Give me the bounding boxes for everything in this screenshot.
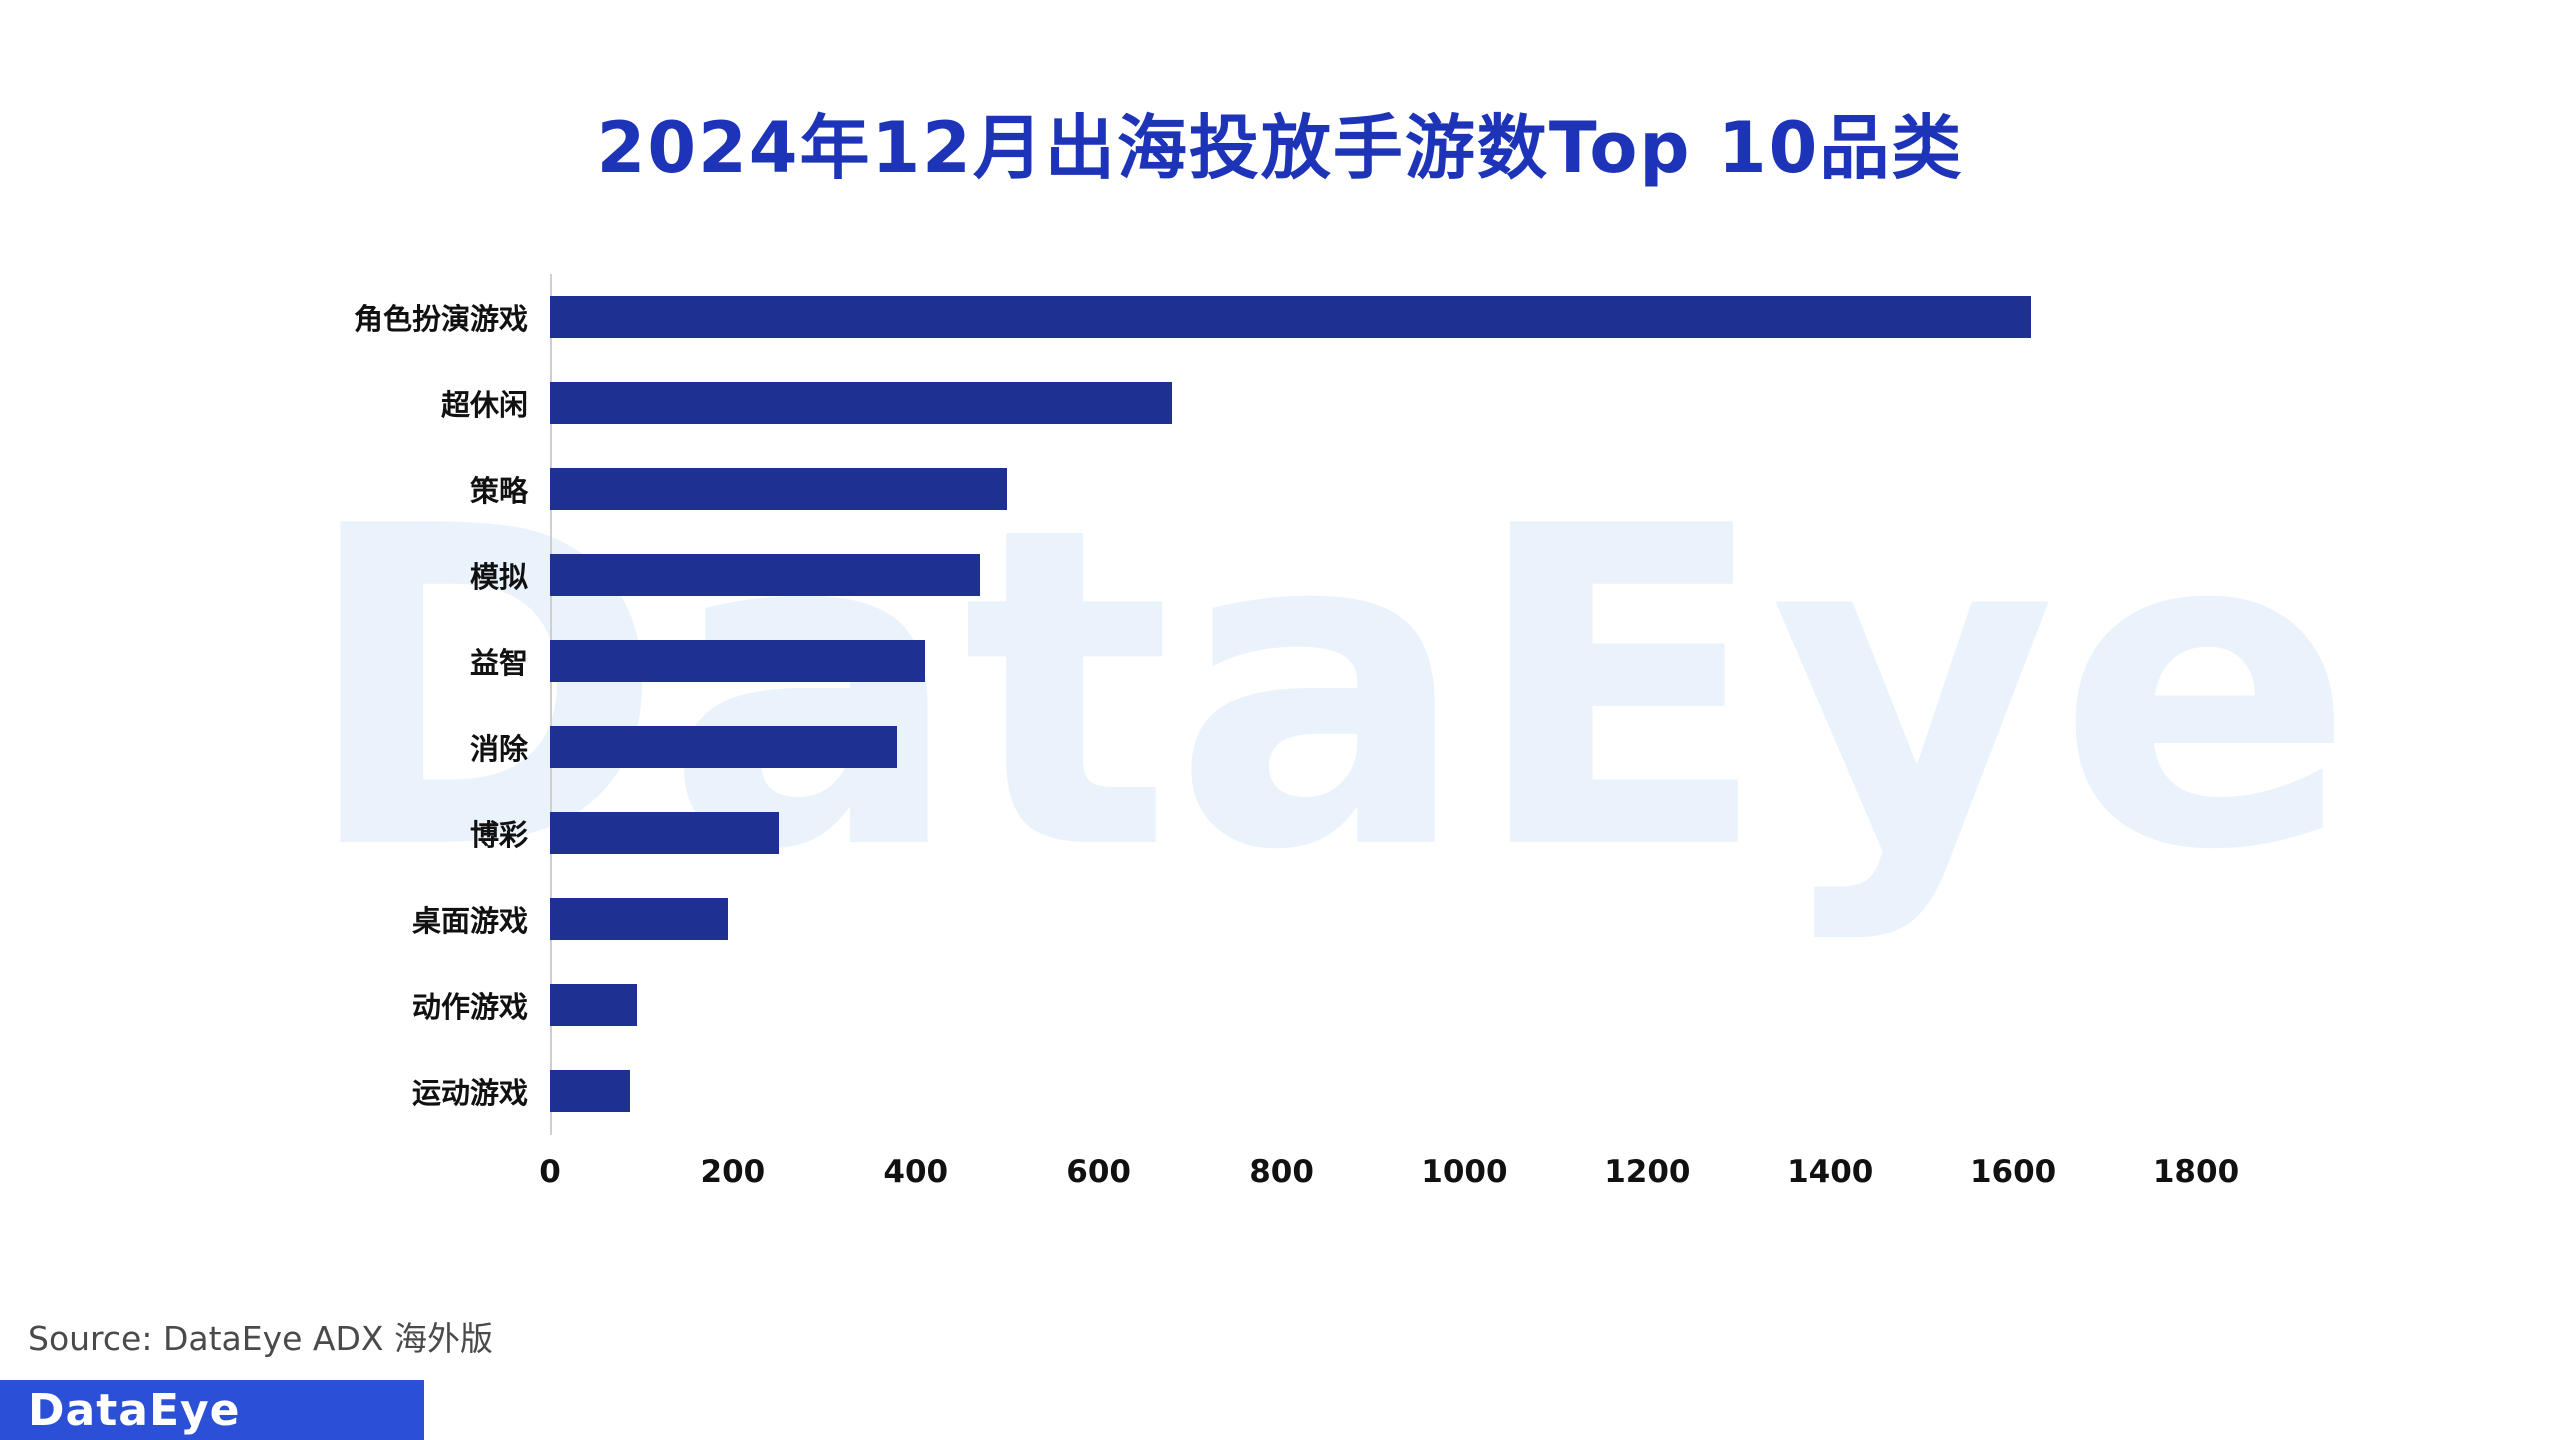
bar [550, 898, 729, 940]
bar-row: 消除 [0, 704, 2560, 790]
source-text: Source: DataEye ADX 海外版 [28, 1319, 493, 1358]
bar-chart: 角色扮演游戏超休闲策略模拟益智消除博彩桌面游戏动作游戏运动游戏 0 200 400 6… [0, 274, 2560, 1190]
bar [550, 984, 637, 1026]
bar-row: 桌面游戏 [0, 876, 2560, 962]
category-label: 动作游戏 [411, 990, 528, 1024]
dataeye-logo-strip: DataEye [0, 1380, 424, 1440]
x-tick-label: 1000 [1421, 1154, 1508, 1190]
category-label: 模拟 [469, 560, 528, 594]
x-tick-label: 1800 [2152, 1154, 2240, 1190]
bar-row: 运动游戏 [0, 1048, 2560, 1134]
bar [550, 554, 980, 596]
dataeye-logo: DataEye [28, 1384, 241, 1436]
x-tick-label: 1600 [1969, 1154, 2057, 1190]
category-label: 策略 [469, 474, 528, 508]
bar-row: 模拟 [0, 532, 2560, 618]
bar [550, 640, 925, 682]
bar [550, 468, 1008, 510]
bar-row: 动作游戏 [0, 962, 2560, 1048]
bar [550, 382, 1172, 424]
x-tick-label: 600 [1066, 1154, 1132, 1190]
x-axis-tick-labels: 0 200 400 600 800 1000 1200 1400 1600 1800 [0, 1154, 2560, 1204]
x-tick-label: 400 [883, 1154, 949, 1190]
category-label: 消除 [469, 732, 528, 766]
category-label: 角色扮演游戏 [353, 302, 528, 336]
category-label: 博彩 [469, 818, 528, 852]
x-tick-label: 200 [700, 1154, 766, 1190]
y-axis-line [550, 274, 552, 1135]
bar-row: 益智 [0, 618, 2560, 704]
category-label: 桌面游戏 [411, 904, 528, 938]
bar [550, 1070, 631, 1112]
bar-row: 超休闲 [0, 360, 2560, 446]
chart-title: 2024年12月出海投放手游数Top 10品类 [596, 107, 1964, 189]
x-tick-label: 1400 [1787, 1154, 1874, 1190]
x-tick-label: 0 [539, 1154, 561, 1190]
bar [550, 296, 2032, 338]
category-label: 益智 [469, 646, 528, 680]
category-label: 超休闲 [440, 388, 528, 422]
bar-row: 博彩 [0, 790, 2560, 876]
bar-row: 策略 [0, 446, 2560, 532]
bar [550, 812, 779, 854]
bar-row: 角色扮演游戏 [0, 274, 2560, 360]
x-tick-label: 800 [1249, 1154, 1314, 1190]
bar-rows: 角色扮演游戏超休闲策略模拟益智消除博彩桌面游戏动作游戏运动游戏 [0, 274, 2560, 1134]
bar [550, 726, 898, 768]
category-label: 运动游戏 [411, 1076, 528, 1110]
x-tick-label: 1200 [1604, 1154, 1691, 1190]
